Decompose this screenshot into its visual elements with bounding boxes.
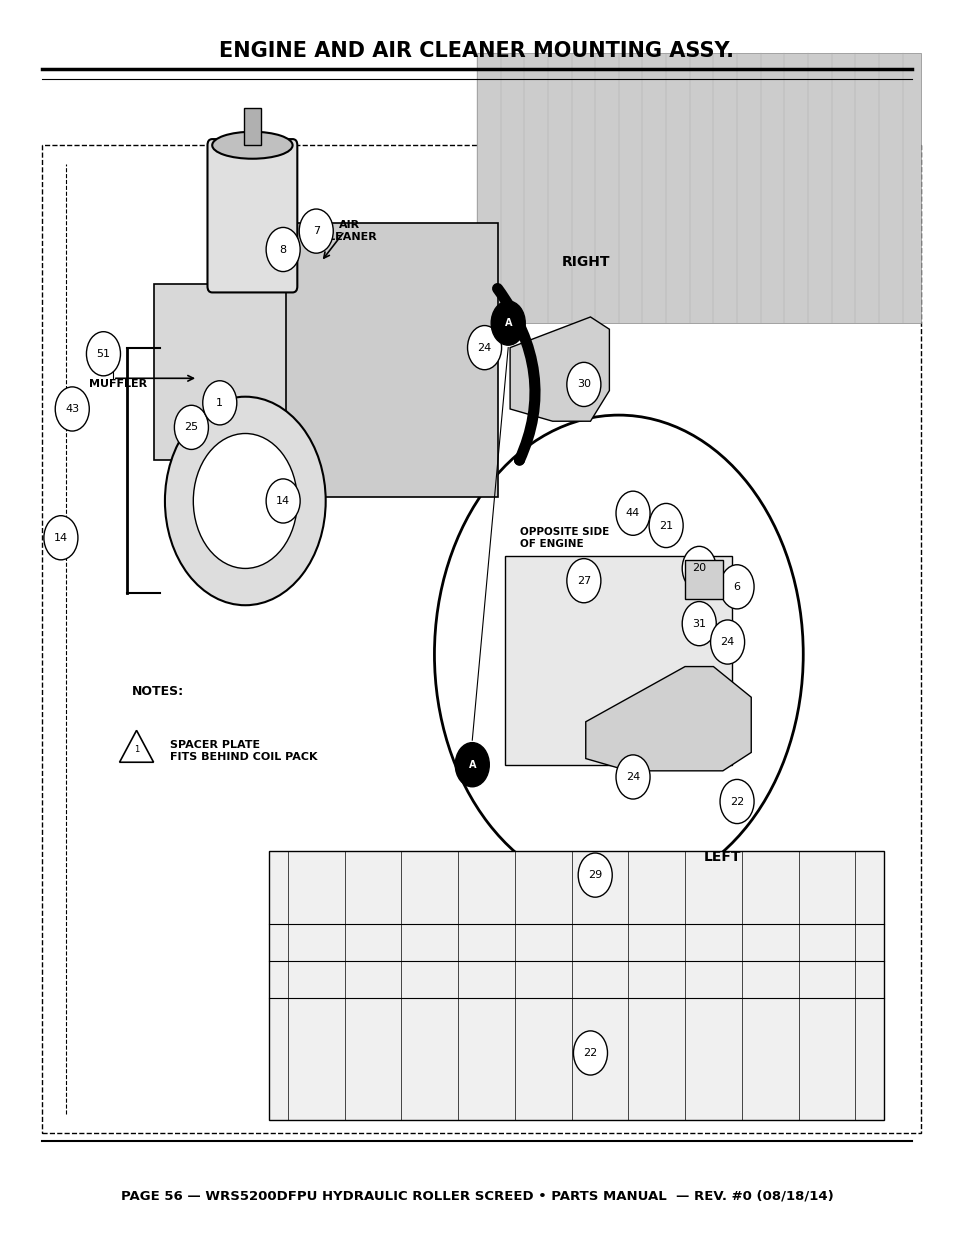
Circle shape — [266, 227, 300, 272]
Text: A: A — [468, 760, 476, 769]
Text: 20: 20 — [692, 563, 705, 573]
Text: RIGHT: RIGHT — [561, 254, 610, 269]
Text: LEFT: LEFT — [703, 850, 740, 863]
Text: 44: 44 — [625, 509, 639, 519]
Text: SPACER PLATE
FITS BEHIND COIL PACK: SPACER PLATE FITS BEHIND COIL PACK — [170, 740, 316, 762]
Circle shape — [566, 558, 600, 603]
FancyBboxPatch shape — [684, 559, 722, 599]
Text: 51: 51 — [96, 348, 111, 358]
Text: 6: 6 — [733, 582, 740, 592]
Circle shape — [165, 396, 325, 605]
Text: A: A — [504, 319, 512, 329]
Text: 30: 30 — [577, 379, 590, 389]
FancyBboxPatch shape — [286, 222, 497, 498]
Circle shape — [573, 1031, 607, 1074]
FancyBboxPatch shape — [505, 556, 732, 764]
Ellipse shape — [212, 132, 293, 159]
Text: PAGE 56 — WRS5200DFPU HYDRAULIC ROLLER SCREED • PARTS MANUAL  — REV. #0 (08/18/1: PAGE 56 — WRS5200DFPU HYDRAULIC ROLLER S… — [120, 1191, 833, 1203]
Text: OPPOSITE SIDE
OF ENGINE: OPPOSITE SIDE OF ENGINE — [519, 527, 608, 548]
FancyArrowPatch shape — [497, 289, 535, 461]
Circle shape — [616, 492, 649, 535]
Circle shape — [455, 742, 489, 787]
Text: 14: 14 — [275, 496, 290, 506]
Text: ENGINE AND AIR CLEANER MOUNTING ASSY.: ENGINE AND AIR CLEANER MOUNTING ASSY. — [219, 41, 734, 61]
Circle shape — [174, 405, 208, 450]
Circle shape — [681, 601, 716, 646]
Circle shape — [299, 209, 333, 253]
Circle shape — [87, 332, 120, 375]
Circle shape — [681, 546, 716, 590]
Text: 1: 1 — [216, 398, 223, 408]
Circle shape — [55, 387, 90, 431]
Text: 29: 29 — [587, 871, 601, 881]
Circle shape — [467, 326, 501, 369]
FancyBboxPatch shape — [476, 53, 921, 324]
Circle shape — [434, 415, 802, 893]
Text: 7: 7 — [313, 226, 319, 236]
Text: 22: 22 — [729, 797, 743, 806]
Text: MUFFLER: MUFFLER — [90, 379, 148, 389]
Circle shape — [648, 504, 682, 547]
Circle shape — [720, 564, 753, 609]
Circle shape — [491, 301, 525, 345]
Circle shape — [266, 479, 300, 524]
Circle shape — [44, 516, 78, 559]
Text: 24: 24 — [625, 772, 639, 782]
Circle shape — [203, 380, 236, 425]
Text: 43: 43 — [65, 404, 79, 414]
Text: for
choke: for choke — [611, 676, 636, 694]
Text: NOTES:: NOTES: — [132, 684, 184, 698]
Text: 24: 24 — [476, 342, 491, 353]
Text: 8: 8 — [279, 245, 287, 254]
Text: 31: 31 — [692, 619, 705, 629]
Polygon shape — [585, 667, 750, 771]
FancyBboxPatch shape — [153, 284, 317, 461]
Circle shape — [720, 779, 753, 824]
Text: 24: 24 — [720, 637, 734, 647]
FancyBboxPatch shape — [244, 109, 261, 146]
Circle shape — [578, 853, 612, 897]
Circle shape — [566, 362, 600, 406]
Polygon shape — [510, 317, 609, 421]
Circle shape — [193, 433, 297, 568]
Text: 27: 27 — [577, 576, 590, 585]
Circle shape — [616, 755, 649, 799]
FancyBboxPatch shape — [207, 140, 297, 293]
Text: 22: 22 — [582, 1049, 597, 1058]
Circle shape — [710, 620, 744, 664]
Text: 1: 1 — [133, 746, 139, 755]
Text: 14: 14 — [53, 532, 68, 542]
FancyBboxPatch shape — [269, 851, 882, 1120]
Text: AIR
CLEANER: AIR CLEANER — [320, 220, 377, 242]
Text: 25: 25 — [184, 422, 198, 432]
Text: 21: 21 — [659, 520, 673, 531]
